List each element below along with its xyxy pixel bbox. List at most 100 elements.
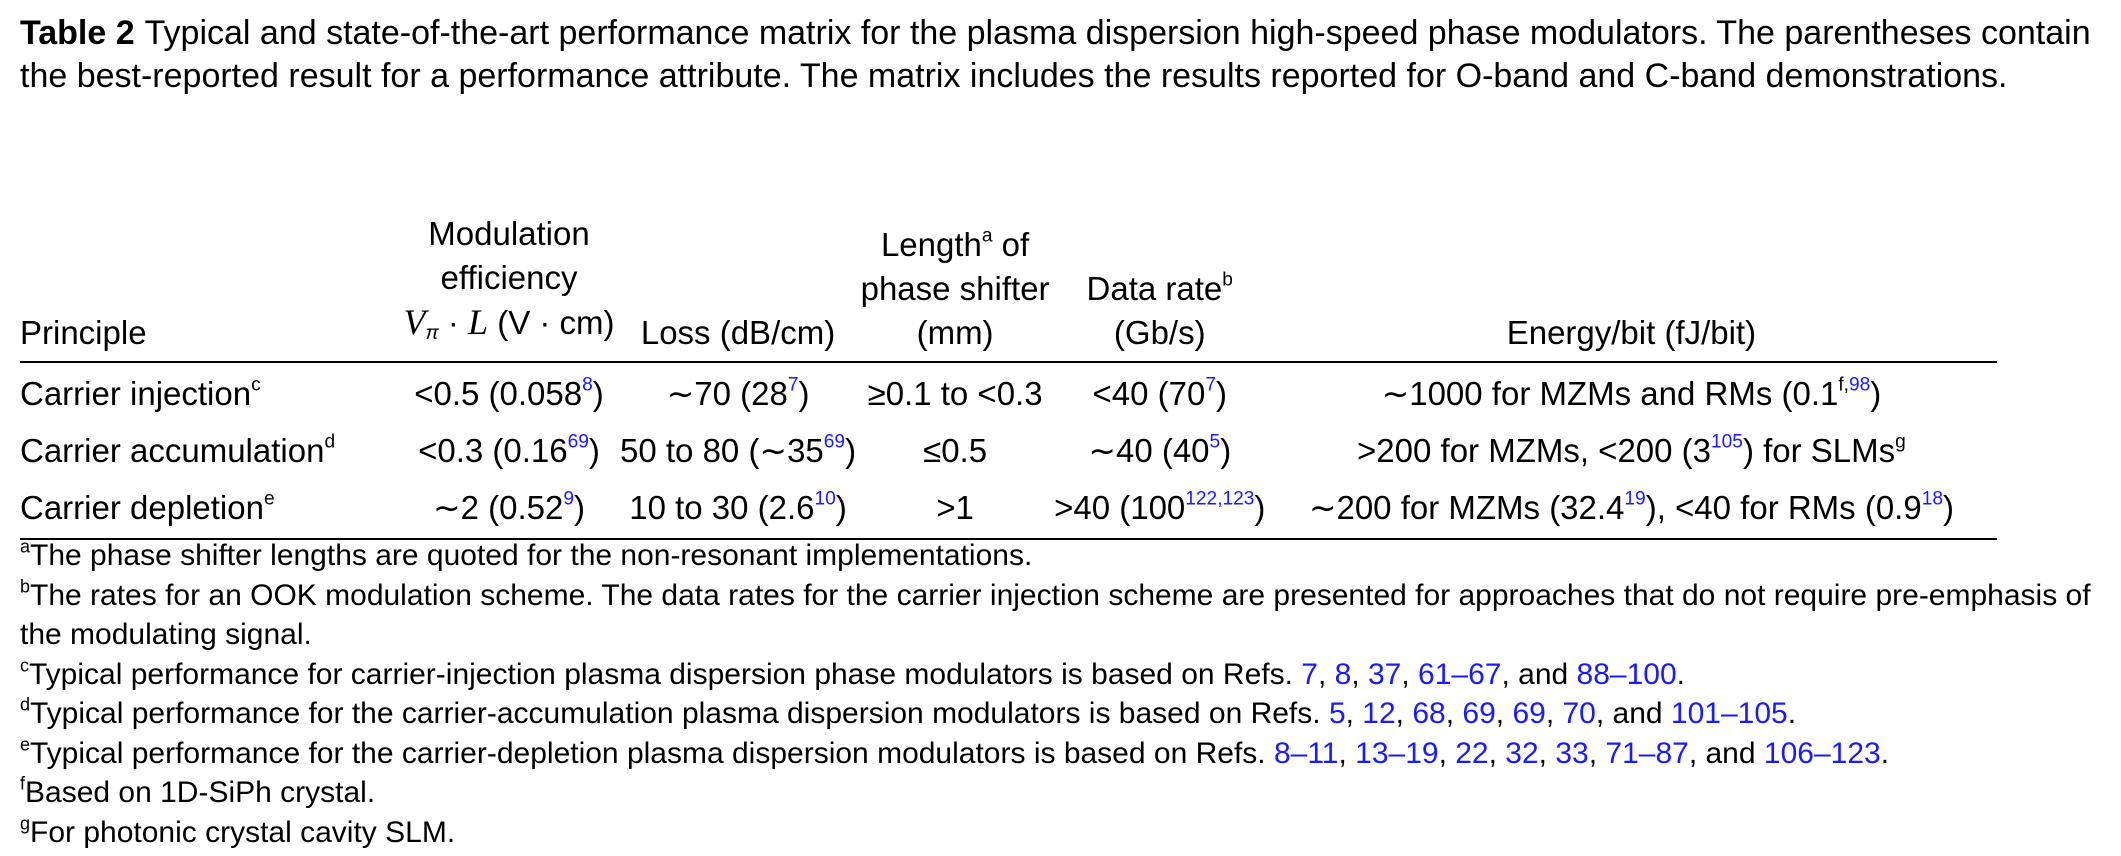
table-header-row: Principle Modulation efficiency Vπ · L (… [20, 212, 1998, 363]
value: 50 to 80 (∼35 [620, 431, 824, 469]
cell-loss: 10 to 30 (2.610) [620, 476, 857, 540]
value: <40 (70 [1092, 374, 1206, 412]
ref-link[interactable]: 101–105 [1670, 697, 1788, 730]
ref-link[interactable]: 69 [567, 431, 589, 453]
ref-link[interactable]: 69 [1512, 697, 1546, 730]
principle-label: Carrier depletion [20, 488, 264, 526]
ref-group: f,98 [1838, 375, 1870, 396]
footnote-text: For photonic crystal cavity SLM. [30, 815, 456, 849]
ref-link[interactable]: 37 [1367, 657, 1402, 691]
cell-principle: Carrier injectionc [20, 362, 398, 420]
ref-link[interactable]: 68 [1412, 697, 1446, 730]
value-tail: ), <40 for RMs (0.9 [1645, 488, 1922, 526]
ref-end: . [1787, 697, 1797, 730]
header-rate-mark: b [1222, 269, 1233, 291]
ref-link[interactable]: 7 [787, 374, 799, 396]
cell-energy: ∼1000 for MZMs and RMs (0.1f,98) [1265, 362, 1997, 420]
value: ∼2 (0.52 [432, 488, 564, 526]
header-len-line1: Length [880, 225, 982, 263]
ref-link[interactable]: 106–123 [1763, 736, 1881, 770]
footnote-text: The rates for an OOK modulation scheme. … [20, 578, 2091, 652]
paren: ) [835, 488, 847, 526]
ref-separator: , [1445, 697, 1463, 730]
header-mod-dot: · [438, 304, 469, 341]
principle-label: Carrier injection [20, 374, 252, 412]
footnote-c: cTypical performance for carrier-injecti… [20, 655, 2110, 695]
header-len-line3: (mm) [916, 313, 994, 351]
ref-link[interactable]: 9 [563, 488, 575, 510]
ref-separator: , [1338, 736, 1356, 770]
paren: ) [592, 374, 604, 412]
cell-mod-efficiency: <0.5 (0.0588) [398, 362, 620, 420]
header-energy-per-bit: Energy/bit (fJ/bit) [1265, 212, 1998, 363]
value: ∼200 for MZMs (32.4 [1308, 488, 1625, 526]
table-caption: Table 2 Typical and state-of-the-art perf… [20, 12, 2101, 98]
ref-link[interactable]: 13–19 [1355, 736, 1439, 770]
ref-link[interactable]: 7 [1205, 374, 1216, 396]
ref-link[interactable]: 32 [1505, 736, 1539, 770]
footnote-mark: f, [1838, 374, 1849, 396]
footnote-text: Based on 1D-SiPh crystal. [25, 776, 376, 809]
paren: ) [1220, 431, 1232, 469]
ref-link[interactable]: 88–100 [1576, 657, 1677, 691]
ref-link[interactable]: 8 [1334, 657, 1352, 691]
header-principle: Principle [20, 212, 398, 363]
ref-separator: , [1495, 697, 1513, 730]
header-rate-line1: Data rate [1086, 269, 1223, 307]
ref-list: 5, 12, 68, 69, 69, 70, and 101–105. [1329, 697, 1796, 730]
header-mod-line2: efficiency [440, 259, 578, 296]
ref-link[interactable]: 71–87 [1605, 736, 1689, 770]
header-mod-v: V [403, 302, 426, 342]
header-len-of: of [992, 225, 1030, 263]
ref-link[interactable]: 70 [1562, 697, 1596, 730]
ref-link[interactable]: 22 [1455, 736, 1489, 770]
footnote-mark: b [20, 575, 31, 596]
ref-end: . [1676, 657, 1685, 691]
ref-link[interactable]: 61–67 [1418, 657, 1502, 691]
footnote-mark: d [20, 694, 31, 715]
cell-mod-efficiency: <0.3 (0.1669) [398, 420, 620, 477]
ref-link[interactable]: 5 [1328, 697, 1346, 730]
footnote-text: Typical performance for carrier-injectio… [29, 657, 1302, 691]
paren: ) [1254, 488, 1266, 526]
cell-data-rate: <40 (707) [1054, 362, 1265, 420]
ref-link[interactable]: 33 [1555, 736, 1589, 770]
ref-link[interactable]: 98 [1849, 374, 1871, 396]
footnote-mark: e [20, 733, 31, 754]
value: <0.3 (0.16 [418, 431, 568, 469]
paren: ) [588, 431, 600, 469]
footnote-a: aThe phase shifter lengths are quoted fo… [20, 536, 2110, 576]
header-loss: Loss (dB/cm) [620, 212, 857, 363]
header-modulation-efficiency: Modulation efficiency Vπ · L (V · cm) [398, 212, 620, 363]
ref-link[interactable]: 122,123 [1185, 488, 1255, 510]
ref-separator: , [1438, 736, 1456, 770]
ref-link[interactable]: 8–11 [1273, 736, 1339, 770]
ref-link[interactable]: 7 [1301, 657, 1318, 691]
value: ∼40 (40 [1088, 431, 1210, 469]
header-len-mark: a [981, 225, 993, 247]
cell-principle: Carrier accumulationd [20, 420, 398, 477]
ref-link[interactable]: 69 [1462, 697, 1496, 730]
footnote-text: Typical performance for the carrier-depl… [30, 736, 1274, 770]
ref-link[interactable]: 105 [1711, 431, 1743, 453]
footnote-mark: c [20, 654, 29, 675]
header-mod-unit: (V · cm) [488, 304, 615, 341]
ref-link[interactable]: 12 [1362, 697, 1396, 730]
cell-data-rate: ∼40 (405) [1054, 420, 1265, 477]
ref-link[interactable]: 69 [823, 431, 846, 453]
cell-loss: 50 to 80 (∼3569) [620, 420, 856, 477]
ref-separator: , [1345, 697, 1363, 730]
ref-link[interactable]: 10 [814, 488, 836, 510]
ref-link[interactable]: 8 [582, 374, 593, 396]
footnote-mark: a [20, 536, 31, 557]
cell-principle: Carrier depletione [20, 476, 398, 540]
ref-link[interactable]: 19 [1624, 488, 1646, 510]
footnote-e: eTypical performance for the carrier-dep… [20, 734, 2110, 774]
ref-link[interactable]: 18 [1921, 488, 1943, 510]
ref-separator: , [1401, 657, 1419, 691]
ref-separator: , [1538, 736, 1556, 770]
footnote-text: The phase shifter lengths are quoted for… [30, 539, 1033, 572]
ref-separator: , [1351, 657, 1368, 691]
ref-link[interactable]: 5 [1209, 431, 1221, 453]
